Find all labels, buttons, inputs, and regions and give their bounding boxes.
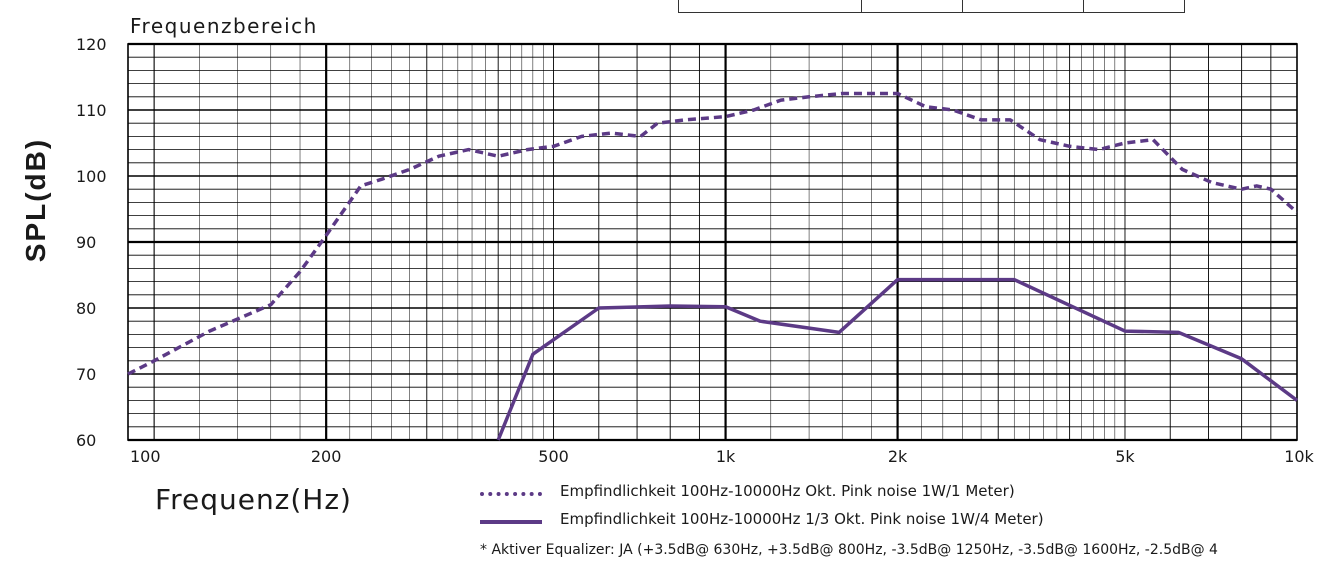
y-tick-label: 90 [76,233,96,252]
y-tick-label: 110 [76,101,107,120]
series-line-third-okt [496,277,1299,441]
legend: Empfindlichkeit 100Hz-10000Hz Okt. Pink … [480,480,1280,536]
x-tick-label: 1k [716,447,736,466]
major-grid [127,42,1298,442]
x-tick-label: 5k [1115,447,1135,466]
y-tick-label: 70 [76,365,96,384]
equalizer-footnote: * Aktiver Equalizer: JA (+3.5dB@ 630Hz, … [480,542,1218,558]
legend-swatch-dashed [480,492,542,496]
series-line-okt [127,91,1299,376]
tick-labels: 60 70 80 90 100 110 120 100 200 500 1k 2k 5k 10k [76,35,1315,466]
legend-swatch-solid [480,520,542,524]
plot-frame [127,43,1298,441]
y-tick-label: 60 [76,431,96,450]
x-tick-label: 200 [311,447,342,466]
x-tick-label: 100 [130,447,161,466]
x-tick-label: 2k [888,447,908,466]
y-tick-label: 80 [76,299,96,318]
series-layer [127,91,1299,441]
y-tick-label: 100 [76,167,107,186]
x-tick-label: 500 [538,447,569,466]
legend-item-okt: Empfindlichkeit 100Hz-10000Hz Okt. Pink … [480,480,1280,508]
header-table-fragment [678,0,1185,13]
x-tick-label: 10k [1284,447,1314,466]
y-tick-label: 120 [76,35,107,54]
chart-title: Frequenzbereich [130,14,318,38]
legend-label: Empfindlichkeit 100Hz-10000Hz Okt. Pink … [560,482,1015,500]
x-axis-label: Frequenz(Hz) [155,483,352,516]
legend-item-third-okt: Empfindlichkeit 100Hz-10000Hz 1/3 Okt. P… [480,508,1280,536]
legend-label: Empfindlichkeit 100Hz-10000Hz 1/3 Okt. P… [560,510,1044,528]
